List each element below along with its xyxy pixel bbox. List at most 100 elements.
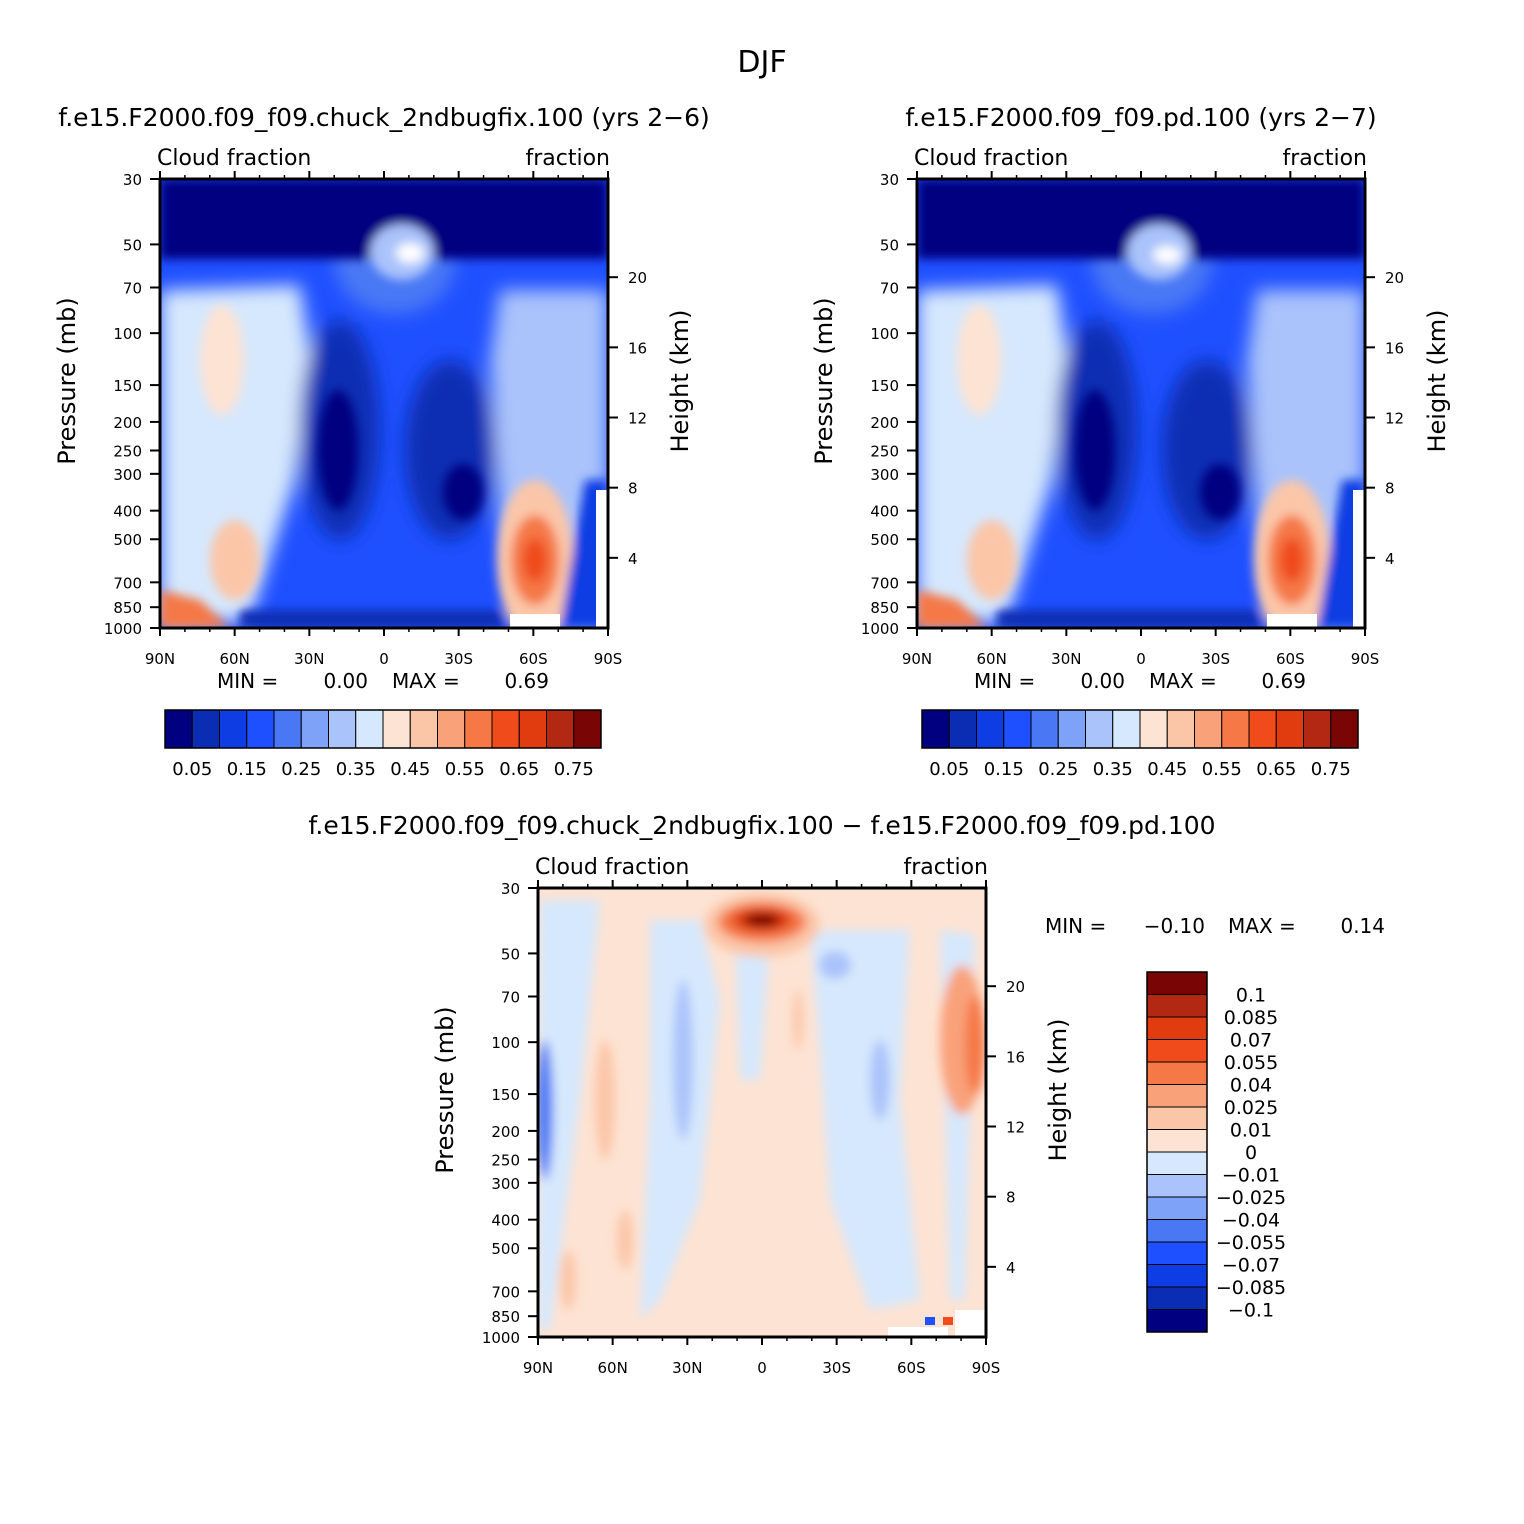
contour-negative-cell bbox=[673, 980, 693, 1140]
panel-experiment: f.e15.F2000.f09_f09.pd.100 (yrs 2−7) Clo… bbox=[810, 103, 1451, 780]
colorbar: 0.05 0.15 0.25 0.35 0.45 0.55 0.65 0.75 bbox=[164, 709, 602, 780]
colorbar-swatch bbox=[1146, 1196, 1208, 1220]
colorbar-label: 0.25 bbox=[1038, 759, 1078, 780]
contour-field bbox=[160, 179, 608, 628]
colorbar-label: 0.65 bbox=[499, 759, 539, 780]
x-tick-label: 90N bbox=[523, 1359, 553, 1377]
y-tick-label: 250 bbox=[113, 442, 142, 460]
x-tick-label: 30S bbox=[822, 1359, 851, 1377]
contour-positive-cell bbox=[560, 1250, 576, 1310]
y-tick-label: 1000 bbox=[861, 620, 899, 638]
colorbar-swatch bbox=[191, 709, 220, 749]
colorbar-label: 0.45 bbox=[390, 759, 430, 780]
y-axis-label: Pressure (mb) bbox=[810, 297, 838, 464]
min-label: MIN = bbox=[974, 669, 1035, 693]
contour-surface-band bbox=[240, 610, 505, 628]
y-tick-label: 500 bbox=[870, 531, 899, 549]
colorbar-swatch bbox=[1166, 709, 1195, 749]
contour-negative-band bbox=[735, 930, 770, 1080]
y2-tick-label: 4 bbox=[1385, 550, 1395, 568]
colorbar-label: 0.05 bbox=[929, 759, 969, 780]
contour-arctic-low bbox=[160, 590, 230, 628]
contour-nh-boundary bbox=[967, 520, 1017, 600]
missing-data-mask bbox=[888, 1327, 948, 1337]
y2-tick-label: 16 bbox=[1385, 339, 1404, 357]
x-tick-label: 0 bbox=[379, 650, 389, 668]
x-tick-label: 60N bbox=[977, 650, 1007, 668]
contour-field bbox=[538, 888, 986, 1337]
y2-tick-label: 12 bbox=[1006, 1119, 1025, 1137]
colorbar-swatch bbox=[1330, 709, 1359, 749]
y-tick-label: 30 bbox=[123, 171, 142, 189]
colorbar-label: 0.04 bbox=[1230, 1075, 1272, 1097]
colorbar-swatch bbox=[1112, 709, 1141, 749]
contour-positive-cell bbox=[793, 990, 803, 1050]
colorbar-swatch bbox=[1146, 1061, 1208, 1085]
contour-sh-stratus-core bbox=[1280, 538, 1304, 582]
antarctic-signal bbox=[943, 1317, 953, 1325]
min-value: 0.00 bbox=[1080, 669, 1125, 693]
colorbar-label: 0.75 bbox=[554, 759, 594, 780]
y-tick-label: 700 bbox=[113, 574, 142, 592]
missing-data-mask bbox=[596, 490, 608, 628]
colorbar-swatch bbox=[1057, 709, 1086, 749]
left-label: Cloud fraction bbox=[157, 146, 311, 171]
colorbar: 0.05 0.15 0.25 0.35 0.45 0.55 0.65 0.75 bbox=[921, 709, 1359, 780]
contour-cirrus-core bbox=[1153, 246, 1181, 264]
colorbar-label: −0.085 bbox=[1216, 1277, 1286, 1299]
y-tick-label: 300 bbox=[870, 466, 899, 484]
colorbar-swatch bbox=[437, 709, 466, 749]
y2-tick-label: 12 bbox=[628, 410, 647, 428]
panel-title: f.e15.F2000.f09_f09.pd.100 (yrs 2−7) bbox=[905, 103, 1376, 132]
colorbar-swatch bbox=[1146, 1039, 1208, 1063]
max-label: MAX = bbox=[392, 669, 460, 693]
panel-difference: f.e15.F2000.f09_f09.chuck_2ndbugfix.100 … bbox=[308, 811, 1385, 1377]
colorbar-label: −0.1 bbox=[1228, 1300, 1274, 1322]
contour-sh-stratus-core bbox=[523, 538, 547, 582]
contour-surface-band bbox=[997, 610, 1262, 628]
y-tick-label: 150 bbox=[491, 1086, 520, 1104]
colorbar-swatch bbox=[1275, 709, 1304, 749]
contour-nh-boundary bbox=[210, 520, 260, 600]
y2-tick-label: 16 bbox=[1006, 1048, 1025, 1066]
colorbar-label: 0.01 bbox=[1230, 1120, 1272, 1142]
y-tick-label: 700 bbox=[491, 1283, 520, 1301]
x-tick-label: 0 bbox=[757, 1359, 767, 1377]
contour-light-band-nh bbox=[160, 285, 310, 628]
y-tick-label: 70 bbox=[123, 279, 142, 297]
x-tick-label: 30N bbox=[294, 650, 324, 668]
y2-tick-label: 8 bbox=[628, 480, 638, 498]
y-tick-label: 300 bbox=[113, 466, 142, 484]
y2-axis-label: Height (km) bbox=[1044, 1019, 1072, 1162]
colorbar-label: 0.15 bbox=[984, 759, 1024, 780]
y-tick-label: 70 bbox=[880, 279, 899, 297]
y-tick-label: 30 bbox=[880, 171, 899, 189]
colorbar-swatch bbox=[355, 709, 384, 749]
max-value: 0.69 bbox=[504, 669, 549, 693]
colorbar-swatch bbox=[573, 709, 602, 749]
colorbar-label: 0.1 bbox=[1236, 985, 1266, 1007]
y2-tick-label: 12 bbox=[1385, 410, 1404, 428]
y-tick-label: 50 bbox=[123, 236, 142, 254]
colorbar-swatch bbox=[491, 709, 520, 749]
right-label: fraction bbox=[525, 146, 610, 171]
colorbar-label: −0.07 bbox=[1222, 1255, 1280, 1277]
colorbar-swatch bbox=[1030, 709, 1059, 749]
y-tick-label: 30 bbox=[501, 880, 520, 898]
x-tick-label: 60N bbox=[598, 1359, 628, 1377]
y-tick-label: 400 bbox=[870, 503, 899, 521]
contour-nh-peak bbox=[200, 305, 244, 415]
right-label: fraction bbox=[1282, 146, 1367, 171]
colorbar-label: 0.45 bbox=[1147, 759, 1187, 780]
colorbar-swatch bbox=[1221, 709, 1250, 749]
colorbar-swatch bbox=[546, 709, 575, 749]
y-axis-label: Pressure (mb) bbox=[53, 297, 81, 464]
y-tick-label: 1000 bbox=[482, 1329, 520, 1347]
colorbar-swatch bbox=[1303, 709, 1332, 749]
panel-control: f.e15.F2000.f09_f09.chuck_2ndbugfix.100 … bbox=[53, 103, 710, 780]
colorbar-label: −0.055 bbox=[1216, 1232, 1286, 1254]
colorbar-swatch bbox=[1146, 1151, 1208, 1175]
left-label: Cloud fraction bbox=[535, 855, 689, 880]
y-tick-label: 700 bbox=[870, 574, 899, 592]
